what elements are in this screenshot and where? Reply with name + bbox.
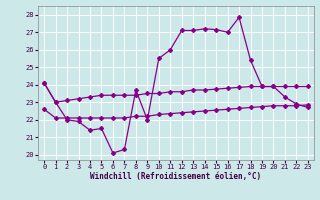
X-axis label: Windchill (Refroidissement éolien,°C): Windchill (Refroidissement éolien,°C) <box>91 172 261 181</box>
